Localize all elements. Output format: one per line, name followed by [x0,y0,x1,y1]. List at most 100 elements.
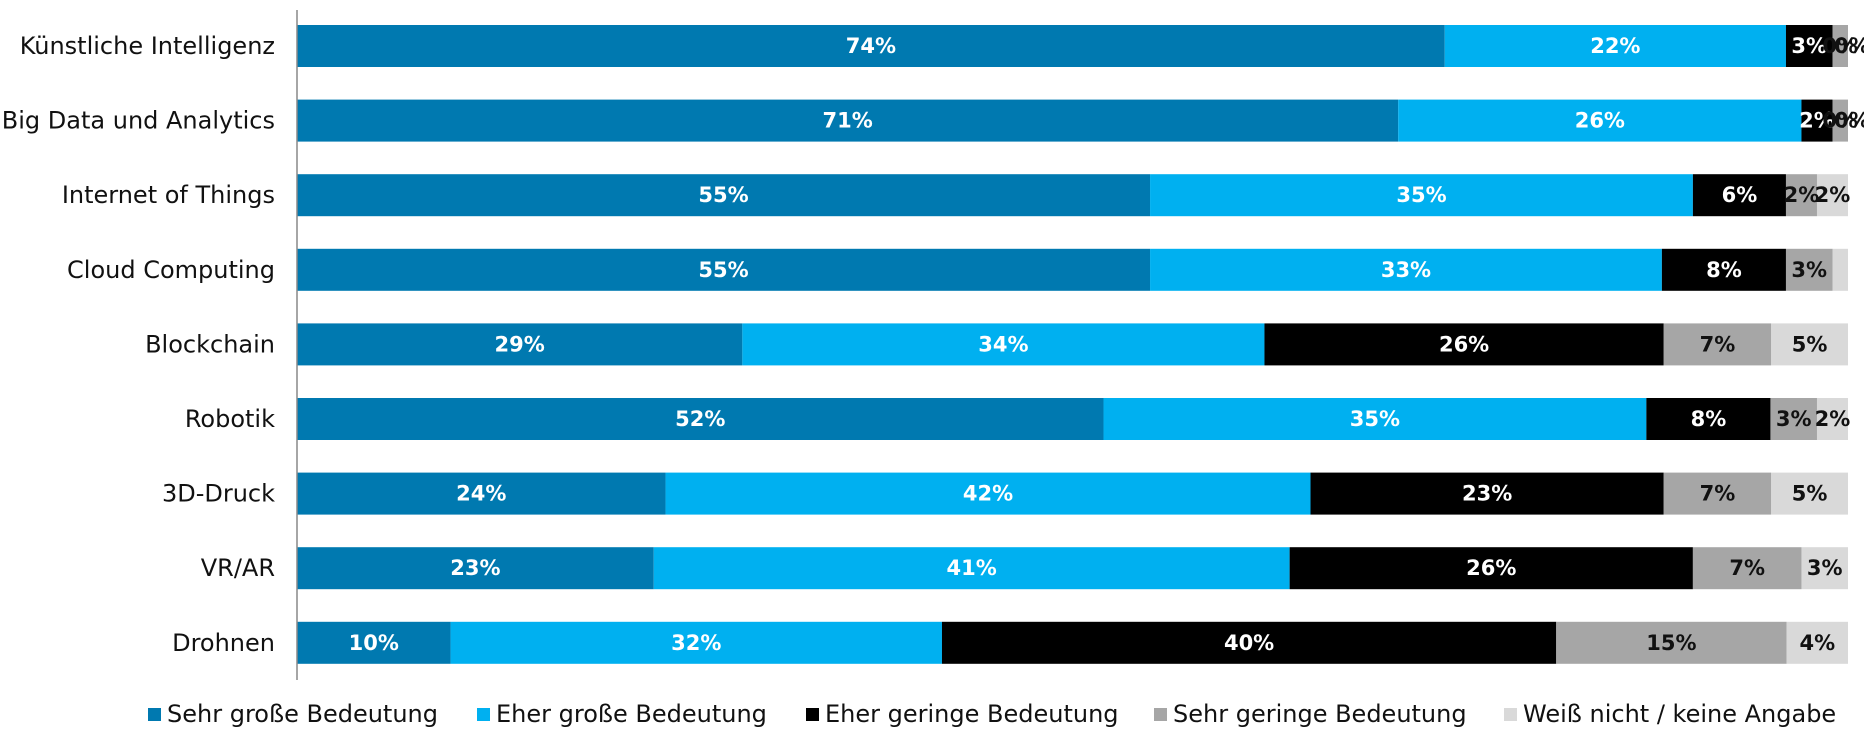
data-label-sehr-geringe-bedeutung-robotik: 3% [1776,407,1812,431]
data-label-sehr-geringe-bedeutung-drohnen: 15% [1646,631,1696,655]
bar-sehr-grosse-bedeutung-kunstliche-intelligenz [297,25,1445,67]
legend-label-weiss-nicht-keine-angabe: Weiß nicht / keine Angabe [1523,700,1836,728]
data-label-weiss-nicht-keine-angabe-big-data-und-analytics: 0% [1834,109,1864,133]
data-label-weiss-nicht-keine-angabe-3d-druck: 5% [1792,482,1828,506]
legend-swatch-sehr-grosse-bedeutung [148,708,161,721]
bar-sehr-geringe-bedeutung-3d-druck [1663,472,1772,515]
bar-sehr-geringe-bedeutung-cloud-computing [1785,248,1833,291]
category-label-big-data-und-analytics: Big Data und Analytics [2,107,275,135]
category-label-robotik: Robotik [185,405,275,433]
bar-eher-geringe-bedeutung-vr-ar [1289,547,1693,590]
data-label-sehr-geringe-bedeutung-3d-druck: 7% [1700,482,1736,506]
bar-sehr-geringe-bedeutung-robotik [1770,398,1817,440]
bar-sehr-geringe-bedeutung-kunstliche-intelligenz [1832,25,1848,67]
bar-eher-grosse-bedeutung-blockchain [742,323,1265,366]
bar-eher-geringe-bedeutung-kunstliche-intelligenz [1785,25,1833,67]
category-label-3d-druck: 3D-Druck [162,480,275,508]
data-label-eher-geringe-bedeutung-vr-ar: 26% [1466,556,1516,580]
bar-weiss-nicht-keine-angabe-drohnen [1786,621,1848,664]
legend-swatch-eher-geringe-bedeutung [806,708,819,721]
bar-eher-grosse-bedeutung-vr-ar [653,547,1290,590]
bar-sehr-grosse-bedeutung-drohnen [297,621,451,664]
data-label-eher-geringe-bedeutung-3d-druck: 23% [1462,482,1512,506]
category-label-blockchain: Blockchain [145,330,275,358]
data-label-eher-grosse-bedeutung-robotik: 35% [1350,407,1400,431]
bar-weiss-nicht-keine-angabe-blockchain [1771,323,1848,366]
data-label-sehr-geringe-bedeutung-cloud-computing: 3% [1791,258,1827,282]
data-label-sehr-grosse-bedeutung-cloud-computing: 55% [698,258,748,282]
bar-eher-geringe-bedeutung-drohnen [941,621,1557,664]
legend-swatch-weiss-nicht-keine-angabe [1504,708,1517,721]
data-label-sehr-geringe-bedeutung-big-data-und-analytics: 0% [1822,109,1858,133]
legend-label-sehr-geringe-bedeutung: Sehr geringe Bedeutung [1173,700,1467,728]
category-label-kunstliche-intelligenz: Künstliche Intelligenz [20,32,275,60]
category-label-vr-ar: VR/AR [201,554,275,582]
bar-eher-geringe-bedeutung-cloud-computing [1661,248,1786,291]
legend-swatch-eher-grosse-bedeutung [477,708,490,721]
bar-sehr-grosse-bedeutung-internet-of-things [297,174,1151,217]
data-label-sehr-geringe-bedeutung-vr-ar: 7% [1729,556,1765,580]
data-label-eher-grosse-bedeutung-cloud-computing: 33% [1381,258,1431,282]
data-label-sehr-grosse-bedeutung-kunstliche-intelligenz: 74% [846,34,896,58]
data-label-eher-geringe-bedeutung-cloud-computing: 8% [1706,258,1742,282]
data-label-sehr-grosse-bedeutung-blockchain: 29% [495,332,545,356]
bar-eher-geringe-bedeutung-robotik [1646,398,1771,440]
bar-eher-grosse-bedeutung-3d-druck [665,472,1311,515]
bar-sehr-geringe-bedeutung-drohnen [1556,621,1787,664]
bar-eher-grosse-bedeutung-kunstliche-intelligenz [1444,25,1786,67]
data-label-weiss-nicht-keine-angabe-vr-ar: 3% [1807,556,1843,580]
bar-eher-grosse-bedeutung-drohnen [450,621,942,664]
category-label-drohnen: Drohnen [172,629,275,657]
bar-sehr-geringe-bedeutung-blockchain [1663,323,1772,366]
data-label-sehr-geringe-bedeutung-kunstliche-intelligenz: 0% [1822,34,1858,58]
data-label-sehr-grosse-bedeutung-3d-druck: 24% [456,482,506,506]
legend: Sehr große Bedeutung Eher große Bedeutung… [148,700,1836,728]
bar-weiss-nicht-keine-angabe-vr-ar [1801,547,1848,590]
data-label-weiss-nicht-keine-angabe-kunstliche-intelligenz: 0% [1834,34,1864,58]
value-labels: 74%22%3%0%0%71%26%2%0%0%55%35%6%2%2%55%3… [349,34,1864,655]
data-label-eher-geringe-bedeutung-blockchain: 26% [1439,332,1489,356]
data-label-weiss-nicht-keine-angabe-blockchain: 5% [1792,332,1828,356]
bar-sehr-geringe-bedeutung-internet-of-things [1785,174,1817,217]
data-label-sehr-grosse-bedeutung-vr-ar: 23% [450,556,500,580]
legend-label-sehr-grosse-bedeutung: Sehr große Bedeutung [167,700,438,728]
data-label-sehr-grosse-bedeutung-robotik: 52% [675,407,725,431]
bar-eher-grosse-bedeutung-big-data-und-analytics [1398,99,1802,142]
bar-sehr-grosse-bedeutung-cloud-computing [297,248,1151,291]
data-label-sehr-geringe-bedeutung-internet-of-things: 2% [1784,183,1820,207]
data-label-eher-geringe-bedeutung-robotik: 8% [1691,407,1727,431]
bar-sehr-grosse-bedeutung-vr-ar [297,547,654,590]
bar-eher-geringe-bedeutung-3d-druck [1310,472,1664,515]
bar-sehr-grosse-bedeutung-blockchain [297,323,743,366]
data-label-weiss-nicht-keine-angabe-robotik: 2% [1815,407,1851,431]
legend-swatch-sehr-geringe-bedeutung [1154,708,1167,721]
data-label-weiss-nicht-keine-angabe-internet-of-things: 2% [1815,183,1851,207]
bar-weiss-nicht-keine-angabe-3d-druck [1771,472,1848,515]
bar-eher-geringe-bedeutung-internet-of-things [1692,174,1786,217]
bar-sehr-geringe-bedeutung-big-data-und-analytics [1832,99,1848,142]
bar-sehr-grosse-bedeutung-big-data-und-analytics [297,99,1399,142]
data-label-sehr-grosse-bedeutung-drohnen: 10% [349,631,399,655]
bars-group [297,25,1848,664]
bar-eher-grosse-bedeutung-internet-of-things [1150,174,1693,217]
data-label-eher-grosse-bedeutung-vr-ar: 41% [947,556,997,580]
data-label-eher-geringe-bedeutung-kunstliche-intelligenz: 3% [1791,34,1827,58]
data-label-eher-grosse-bedeutung-kunstliche-intelligenz: 22% [1590,34,1640,58]
bar-weiss-nicht-keine-angabe-robotik [1816,398,1848,440]
data-label-sehr-geringe-bedeutung-blockchain: 7% [1700,332,1736,356]
category-labels: Künstliche Intelligenz Big Data und Analy… [2,32,275,657]
data-label-eher-geringe-bedeutung-big-data-und-analytics: 2% [1799,109,1835,133]
bar-weiss-nicht-keine-angabe-cloud-computing [1832,248,1848,291]
bar-sehr-grosse-bedeutung-robotik [297,398,1104,440]
data-label-eher-geringe-bedeutung-drohnen: 40% [1224,631,1274,655]
data-label-eher-grosse-bedeutung-3d-druck: 42% [963,482,1013,506]
data-label-weiss-nicht-keine-angabe-drohnen: 4% [1799,631,1835,655]
legend-label-eher-grosse-bedeutung: Eher große Bedeutung [496,700,767,728]
category-label-internet-of-things: Internet of Things [62,181,275,209]
bar-sehr-geringe-bedeutung-vr-ar [1692,547,1802,590]
data-label-eher-grosse-bedeutung-internet-of-things: 35% [1396,183,1446,207]
bar-sehr-grosse-bedeutung-3d-druck [297,472,666,515]
data-label-sehr-grosse-bedeutung-big-data-und-analytics: 71% [822,109,872,133]
data-label-eher-grosse-bedeutung-blockchain: 34% [978,332,1028,356]
